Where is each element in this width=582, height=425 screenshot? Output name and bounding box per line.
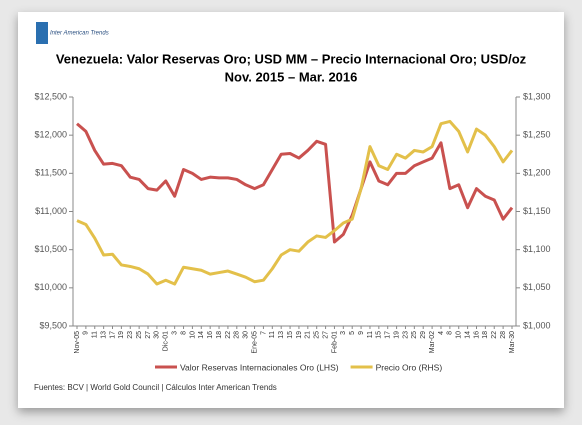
x-tick-label: 5 — [349, 331, 356, 335]
x-tick-label: 27 — [322, 331, 329, 339]
x-tick-label: Mar-02 — [429, 331, 436, 353]
x-tick-label: 13 — [100, 331, 107, 339]
x-tick-label: Nov-05 — [74, 331, 81, 354]
x-tick-label: 21 — [305, 331, 312, 339]
x-tick-label: 16 — [207, 331, 214, 339]
x-tick-label: 18 — [482, 331, 489, 339]
y2-tick-label: $1,300 — [523, 91, 551, 101]
x-tick-label: 25 — [314, 331, 321, 339]
y2-tick-label: $1,200 — [523, 168, 551, 178]
x-tick-label: 28 — [500, 331, 507, 339]
x-tick-label: 25 — [136, 331, 143, 339]
series-line — [76, 119, 514, 286]
x-tick-label: 30 — [243, 331, 250, 339]
series-line — [76, 122, 514, 244]
x-tick-label: 13 — [278, 331, 285, 339]
legend-label: Precio Oro (RHS) — [376, 362, 443, 372]
x-tick-label: 11 — [367, 331, 374, 338]
x-tick-label: 9 — [83, 331, 90, 335]
y-tick-label: $12,000 — [34, 130, 67, 140]
x-tick-label: 23 — [402, 331, 409, 339]
x-tick-label: 30 — [154, 331, 161, 339]
card — [18, 12, 564, 408]
x-tick-label: 15 — [376, 331, 383, 339]
x-tick-label: 8 — [180, 331, 187, 335]
x-tick-label: Mar-30 — [509, 331, 516, 353]
x-tick-label: 11 — [92, 331, 99, 338]
x-tick-label: 4 — [438, 331, 445, 335]
y-tick-label: $11,000 — [35, 206, 67, 216]
y-tick-label: $11,500 — [35, 168, 67, 178]
x-tick-label: 18 — [216, 331, 223, 339]
x-tick-label: 16 — [473, 331, 480, 339]
x-tick-label: 17 — [385, 331, 392, 339]
x-tick-label: 10 — [189, 331, 196, 339]
x-tick-label: 22 — [225, 331, 232, 339]
x-tick-label: 28 — [234, 331, 241, 339]
x-tick-label: 29 — [420, 331, 427, 339]
y2-tick-label: $1,250 — [523, 130, 551, 140]
x-tick-label: 27 — [145, 331, 152, 339]
x-tick-label: Feb-01 — [331, 331, 338, 353]
x-tick-label: 8 — [447, 331, 454, 335]
x-tick-label: 14 — [198, 331, 205, 339]
logo-icon — [36, 22, 48, 44]
logo: Inter American Trends — [50, 31, 109, 37]
source: Fuentes: BCV | World Gold Council | Cálc… — [34, 383, 277, 392]
x-tick-label: 11 — [269, 331, 276, 338]
chart-subtitle: Nov. 2015 – Mar. 2016 — [225, 69, 358, 84]
x-tick-label: 3 — [171, 331, 178, 335]
chart-title: Venezuela: Valor Reservas Oro; USD MM – … — [56, 51, 527, 66]
x-tick-label: 7 — [260, 331, 267, 335]
y2-tick-label: $1,050 — [523, 282, 551, 292]
y2-tick-label: $1,000 — [523, 320, 551, 330]
x-tick-label: 9 — [358, 331, 365, 335]
y2-tick-label: $1,100 — [523, 244, 551, 254]
y-tick-label: $10,500 — [34, 244, 67, 254]
y-tick-label: $10,000 — [34, 282, 67, 292]
x-tick-label: 22 — [491, 331, 498, 339]
x-tick-label: Dic-01 — [163, 331, 170, 351]
x-tick-label: 15 — [287, 331, 294, 339]
x-tick-label: 19 — [296, 331, 303, 339]
x-tick-label: 25 — [411, 331, 418, 339]
x-tick-label: 17 — [109, 331, 116, 339]
x-tick-label: 23 — [127, 331, 134, 339]
x-tick-label: 19 — [118, 331, 125, 339]
y-tick-label: $12,500 — [34, 91, 67, 101]
x-tick-label: 3 — [340, 331, 347, 335]
x-tick-label: Ene-05 — [251, 331, 258, 354]
legend-label: Valor Reservas Internacionales Oro (LHS) — [180, 362, 339, 372]
y-tick-label: $9,500 — [39, 320, 67, 330]
x-tick-label: 14 — [464, 331, 471, 339]
x-tick-label: 10 — [456, 331, 463, 339]
x-tick-label: 19 — [393, 331, 400, 339]
y2-tick-label: $1,150 — [523, 206, 551, 216]
